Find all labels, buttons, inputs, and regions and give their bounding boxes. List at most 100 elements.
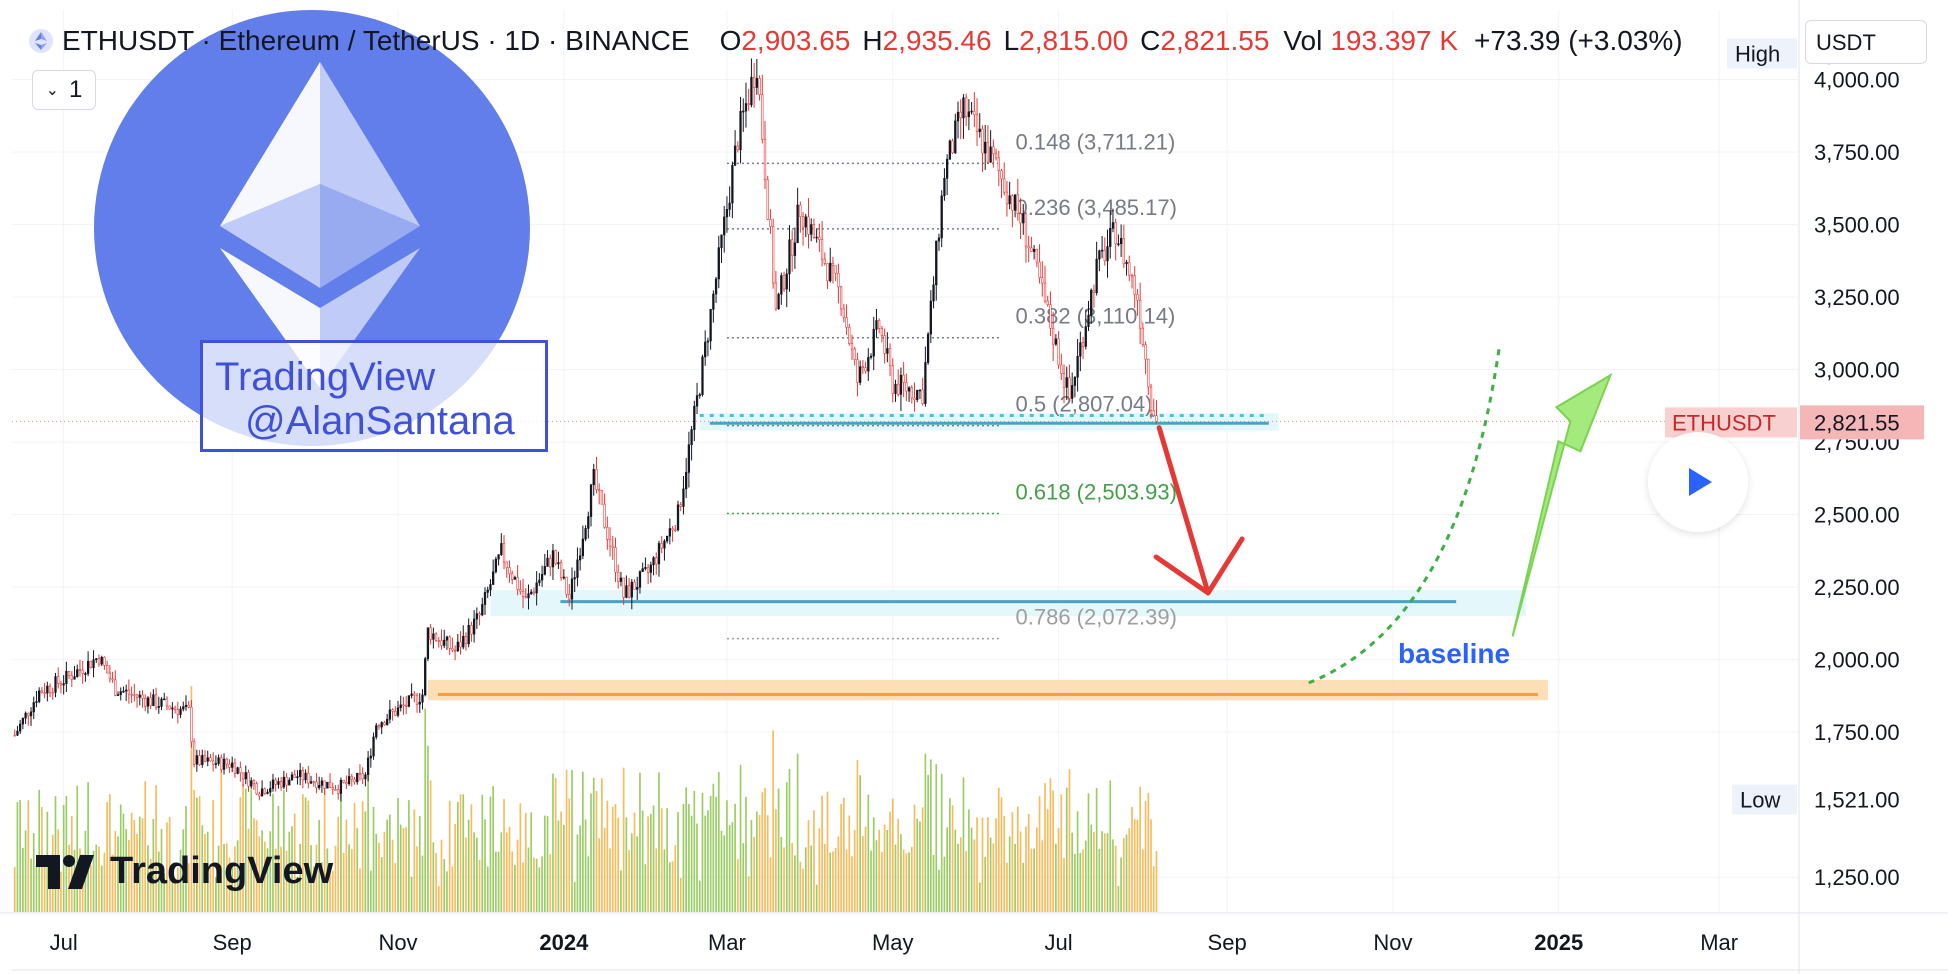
- candle-body: [478, 613, 481, 616]
- volume-bar: [1038, 796, 1041, 912]
- volume-bar: [533, 857, 535, 912]
- candle-body: [766, 179, 769, 220]
- volume-bar: [889, 811, 891, 912]
- candle-body: [837, 272, 840, 288]
- candle-body: [1011, 195, 1014, 211]
- candle-body: [829, 262, 832, 282]
- projection-curve: [1308, 349, 1501, 685]
- candle-body: [369, 755, 372, 759]
- volume-bar: [598, 838, 601, 912]
- ethereum-symbol-icon: [29, 29, 53, 53]
- volume-bar: [859, 775, 861, 912]
- candle-body: [388, 709, 392, 720]
- candle-body: [742, 110, 745, 113]
- volume-bar: [742, 843, 745, 912]
- candle-body: [239, 767, 242, 774]
- volume-bar: [565, 769, 568, 912]
- price-axis[interactable]: 1,250.00 1,750.00 2,000.00 2,250.00 2,500.00…: [1665, 38, 1924, 890]
- volume-bar: [459, 794, 462, 912]
- volume-bar: [997, 787, 1000, 912]
- candle-body: [747, 103, 750, 106]
- volume-bar: [927, 774, 929, 912]
- volume-bar: [244, 788, 247, 912]
- candle-body: [231, 762, 234, 768]
- candle-body: [886, 348, 889, 354]
- candle-body: [592, 469, 595, 486]
- tradingview-logo[interactable]: TradingView: [36, 850, 333, 893]
- volume-bar: [133, 819, 136, 912]
- volume-bar: [1011, 812, 1014, 912]
- candle-body: [1062, 373, 1066, 388]
- candle-body: [810, 224, 813, 235]
- candle-body: [59, 683, 63, 686]
- volume-bar: [212, 800, 215, 912]
- candle-body: [163, 698, 166, 701]
- time-axis[interactable]: Jul Sep Nov 2024 Mar May Jul Sep Nov 2025 Mar: [50, 930, 1739, 955]
- fib-level-label: 0.786 (2,072.39): [1016, 605, 1177, 630]
- candle-body: [761, 94, 764, 140]
- volume-bar: [639, 772, 641, 912]
- candle-body: [475, 613, 478, 620]
- candle-body: [424, 658, 427, 696]
- candle-body: [440, 640, 443, 646]
- volume-bar: [663, 849, 666, 912]
- drawings[interactable]: baseline: [1153, 349, 1613, 685]
- candle-body: [994, 153, 998, 159]
- volume-bar: [840, 804, 842, 912]
- volume-bar: [122, 813, 125, 912]
- volume-bar: [481, 794, 484, 912]
- change-value: +73.39 (+3.03%): [1474, 25, 1683, 56]
- candle-body: [888, 348, 892, 367]
- candle-body: [1022, 213, 1025, 224]
- candle-body: [625, 585, 628, 598]
- volume-bar: [834, 847, 837, 912]
- interval-collapse-button[interactable]: ⌄ 1: [32, 70, 96, 110]
- symbol-title[interactable]: ETHUSDT · Ethereum / TetherUS · 1D · BIN…: [62, 25, 690, 56]
- currency-button[interactable]: USDT: [1805, 20, 1927, 64]
- volume-bar: [905, 853, 908, 912]
- candle-body: [296, 776, 299, 778]
- candle-body: [375, 725, 378, 738]
- candle-body: [78, 669, 82, 671]
- volume-bar: [690, 815, 693, 912]
- y-tick-label: 3,500.00: [1814, 213, 1900, 238]
- volume-bar: [1033, 848, 1035, 912]
- volume-bar: [704, 815, 707, 912]
- volume-bar: [288, 831, 291, 912]
- volume-bar: [424, 708, 427, 912]
- low-value: 1,521.00: [1814, 788, 1900, 813]
- volume-bar: [579, 825, 581, 912]
- candle-body: [516, 577, 519, 590]
- play-button[interactable]: [1648, 432, 1748, 532]
- close-value: 2,821.55: [1160, 25, 1270, 56]
- volume-bar: [258, 836, 261, 912]
- volume-bar: [30, 858, 32, 912]
- volume-bar: [1079, 852, 1082, 912]
- candle-body: [279, 781, 283, 788]
- volume-bar: [557, 820, 560, 912]
- candle-body: [508, 567, 511, 575]
- candle-body: [954, 120, 957, 154]
- candle-body: [850, 343, 854, 350]
- volume-bar: [103, 852, 106, 912]
- volume-bar: [228, 857, 231, 912]
- candle-body: [1144, 344, 1147, 360]
- candle-body: [818, 236, 821, 240]
- fibonacci-retracement[interactable]: 0.148 (3,711.21) 0.236 (3,485.17) 0.382 (3…: [726, 129, 1177, 640]
- volume-bar: [669, 862, 671, 912]
- volume-bar: [174, 879, 176, 912]
- volume-bar: [987, 817, 989, 912]
- candle-body: [945, 158, 949, 179]
- volume-bar: [720, 830, 723, 912]
- candle-body: [535, 582, 538, 594]
- candle-body: [992, 146, 995, 155]
- candle-body: [981, 128, 984, 154]
- volume-bar: [340, 781, 342, 912]
- candle-body: [312, 781, 315, 783]
- x-tick-label: Nov: [1373, 930, 1412, 955]
- candle-body: [453, 649, 457, 652]
- candle-body: [95, 658, 98, 661]
- volume-bar: [176, 867, 179, 912]
- volume-bar: [736, 859, 739, 912]
